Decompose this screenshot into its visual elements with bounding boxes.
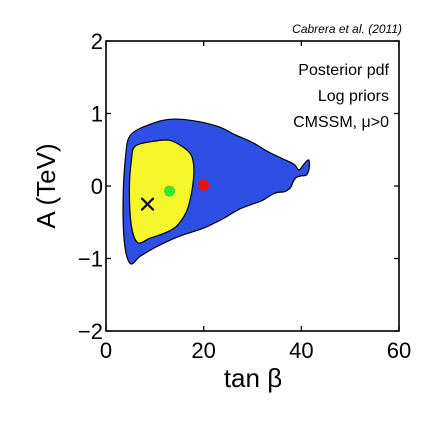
contour-regions xyxy=(122,118,311,265)
x-tick-label: 60 xyxy=(387,338,411,363)
marker-posterior-mean xyxy=(163,185,175,197)
y-tick-label: 2 xyxy=(91,29,103,54)
plot-area xyxy=(105,40,400,332)
x-tick-label: 40 xyxy=(289,338,313,363)
y-tick-label: 0 xyxy=(91,174,103,199)
y-tick-label: −2 xyxy=(78,319,103,344)
y-tick-label: −1 xyxy=(78,247,103,272)
y-axis-label: A (TeV) xyxy=(31,143,61,228)
citation: Cabrera et al. (2011) xyxy=(292,22,402,36)
annotation-priors: Log priors xyxy=(318,88,389,105)
y-tick-label: 1 xyxy=(91,102,103,127)
annotation-block: Posterior pdf Log priors CMSSM, μ>0 xyxy=(293,62,389,131)
annotation-posterior: Posterior pdf xyxy=(298,62,389,79)
marker-best-fit xyxy=(140,197,155,211)
region-inner xyxy=(128,139,195,244)
markers xyxy=(140,179,210,211)
annotation-model: CMSSM, μ>0 xyxy=(293,114,389,131)
ticks xyxy=(105,40,400,332)
tick-labels: 0 20 40 60 −2 −1 0 1 2 xyxy=(78,29,411,363)
x-tick-label: 0 xyxy=(100,338,112,363)
x-tick-label: 20 xyxy=(191,338,215,363)
marker-third-point xyxy=(198,179,210,191)
x-axis-label: tan β xyxy=(224,363,282,393)
